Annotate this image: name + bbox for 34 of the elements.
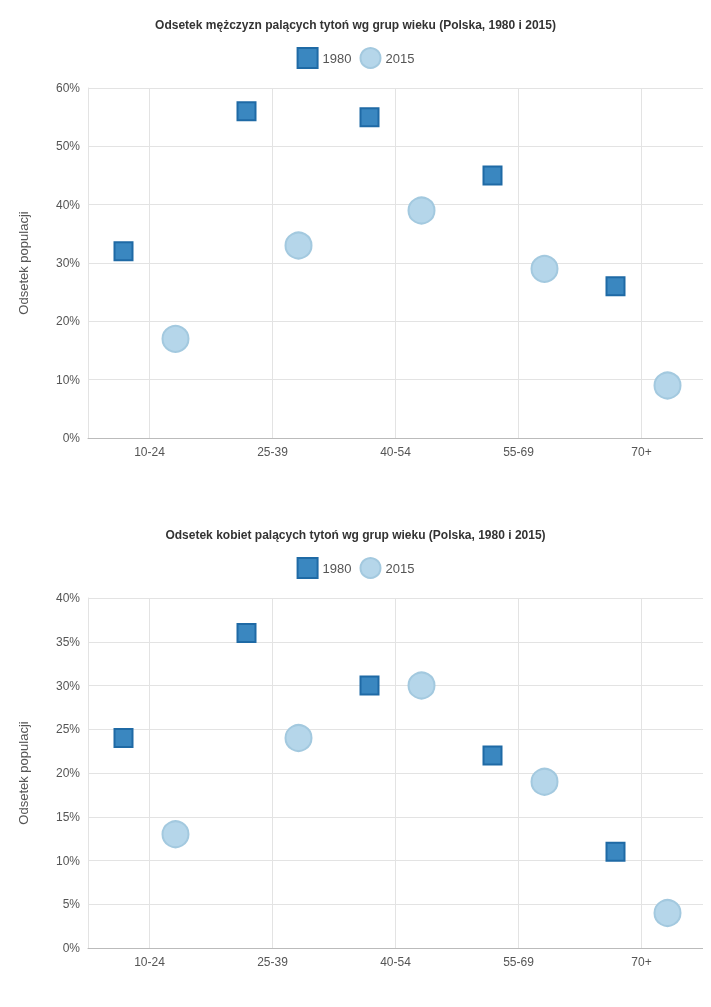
x-tick-label: 55-69 bbox=[503, 445, 535, 459]
y-tick-label: 25% bbox=[55, 722, 81, 737]
y-tick-label: 5% bbox=[62, 897, 81, 912]
y-tick-label: 40% bbox=[55, 197, 81, 212]
y-axis-title: Odsetek populacji bbox=[16, 211, 31, 315]
y-tick-label: 20% bbox=[55, 314, 81, 329]
y-tick-label: 15% bbox=[55, 809, 81, 824]
x-tick-label: 25-39 bbox=[257, 955, 289, 969]
x-tick-label: 40-54 bbox=[380, 955, 412, 969]
y-tick-label: 60% bbox=[55, 81, 81, 95]
legend-label: 2015 bbox=[385, 560, 415, 576]
chart-title: Odsetek kobiet palących tytoń wg grup wieku (Polska, 1980 i 2015) bbox=[165, 528, 546, 542]
x-tick-label: 70+ bbox=[631, 955, 652, 969]
y-tick-label: 10% bbox=[55, 372, 81, 387]
y-tick-label: 10% bbox=[55, 853, 81, 868]
x-tick-label: 10-24 bbox=[134, 445, 166, 459]
y-tick-label: 0% bbox=[62, 431, 81, 445]
x-tick-label: 25-39 bbox=[257, 445, 289, 459]
x-tick-label: 40-54 bbox=[380, 445, 412, 459]
chart-title: Odsetek mężczyzn palących tytoń wg grup wieku (Polska, 1980 i 2015) bbox=[155, 18, 556, 32]
y-tick-label: 35% bbox=[55, 634, 81, 649]
legend-label: 2015 bbox=[385, 50, 415, 66]
x-tick-label: 10-24 bbox=[134, 955, 166, 969]
legend-label: 1980 bbox=[322, 560, 352, 576]
y-tick-label: 0% bbox=[62, 941, 81, 955]
y-tick-label: 50% bbox=[55, 139, 81, 154]
y-tick-label: 40% bbox=[55, 591, 81, 605]
x-tick-label: 55-69 bbox=[503, 955, 535, 969]
y-axis-title: Odsetek populacji bbox=[16, 721, 31, 825]
y-tick-label: 30% bbox=[55, 678, 81, 693]
y-tick-label: 30% bbox=[55, 256, 81, 270]
x-tick-label: 70+ bbox=[631, 445, 652, 459]
y-tick-label: 20% bbox=[55, 766, 81, 780]
legend-label: 1980 bbox=[322, 50, 352, 66]
